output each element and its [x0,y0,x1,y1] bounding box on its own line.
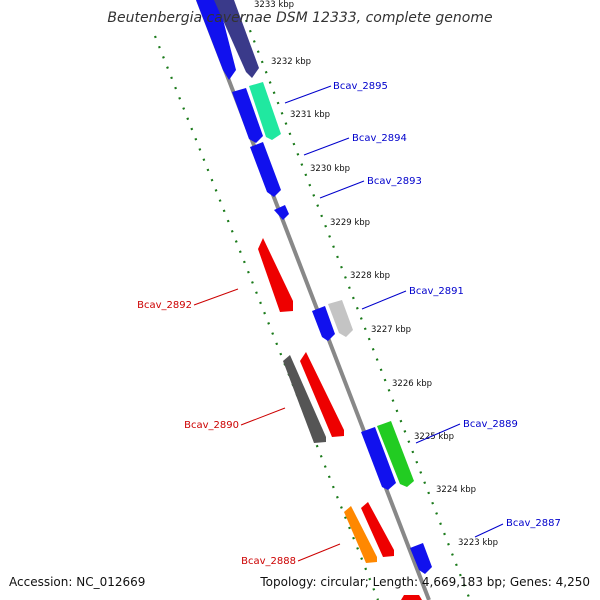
gene-bcav-2891-shape [328,300,353,337]
leader-bcav-2894 [303,137,350,156]
gene-label-bcav-2889: Bcav_2889 [463,419,518,430]
kbp-label-3233: 3233 kbp [254,0,294,10]
gene-top-navy [214,0,259,78]
leader-bcav-2890 [240,407,286,426]
kbp-label-3225: 3225 kbp [414,432,454,442]
leader-bcav-2895 [284,85,332,104]
leader-bcav-2889 [415,423,461,444]
gene-bcav-2887-shape [410,543,432,574]
gene-top-blue [196,0,236,80]
gene-small-blue [274,205,289,220]
kbp-label-3223: 3223 kbp [458,538,498,548]
kbp-label-3229: 3229 kbp [330,218,370,228]
kbp-label-3231: 3231 kbp [290,110,330,120]
kbp-label-3224: 3224 kbp [436,485,476,495]
gene-label-bcav-2888: Bcav_2888 [241,556,296,567]
inner-tick-ring [244,19,472,600]
gene-bcav-2888-shape [344,506,377,563]
gene-label-bcav-2894: Bcav_2894 [352,133,407,144]
leader-bcav-2892 [193,288,239,306]
genome-backbone [196,0,431,600]
gene-bcav-2890-gray [283,355,326,443]
gene-bcav-2890-shape [300,352,344,437]
leader-bcav-2891 [361,290,407,310]
gene-bcav-2892-shape [258,238,293,312]
gene-bcav-2893-shape [250,142,281,197]
gene-label-bcav-2892: Bcav_2892 [137,300,192,311]
gene-bcav-2889-blue [361,427,396,490]
gene-bcav-2895-shape [249,82,281,140]
gene-label-bcav-2890: Bcav_2890 [184,420,239,431]
gene-label-bcav-2891: Bcav_2891 [409,286,464,297]
gene-label-bcav-2895: Bcav_2895 [333,81,388,92]
accession-label: Accession: NC_012669 [9,575,145,589]
gene-bcav-2888-red [361,502,394,557]
kbp-label-3226: 3226 kbp [392,379,432,389]
kbp-label-3232: 3232 kbp [271,57,311,67]
topology-label: Topology: circular; Length: 4,669,183 bp… [259,575,590,589]
leader-bcav-2893 [319,180,365,199]
kbp-label-3228: 3228 kbp [350,271,390,281]
gene-bottom-red [401,595,422,600]
gene-bcav-2891-blue [312,306,335,341]
gene-bcav-2894-shape [232,88,263,143]
gene-label-bcav-2887: Bcav_2887 [506,518,561,529]
leader-bcav-2888 [297,543,341,562]
kbp-label-3227: 3227 kbp [371,325,411,335]
gene-label-bcav-2893: Bcav_2893 [367,176,422,187]
gene-bcav-2889-shape [377,421,414,487]
leader-bcav-2887 [474,523,504,538]
kbp-label-3230: 3230 kbp [310,164,350,174]
map-title: Beutenbergia cavernae DSM 12333, complet… [107,10,492,26]
